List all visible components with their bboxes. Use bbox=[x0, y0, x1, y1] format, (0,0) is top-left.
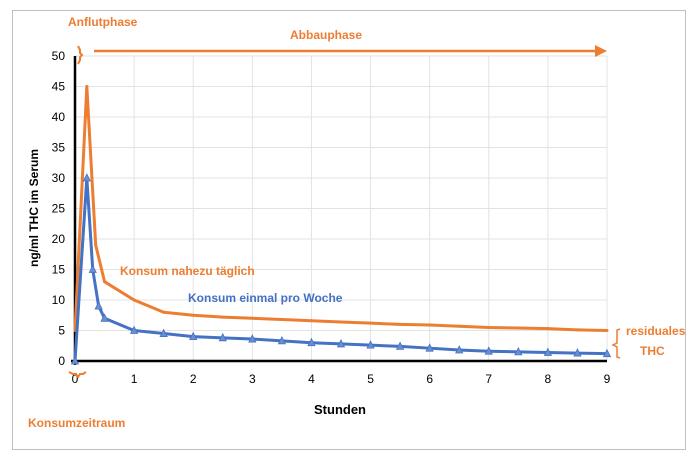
data-point bbox=[309, 319, 313, 323]
data-point bbox=[457, 324, 461, 328]
data-point bbox=[484, 346, 493, 355]
x-tick-label: 5 bbox=[367, 372, 374, 386]
x-tick-label: 8 bbox=[545, 372, 552, 386]
y-tick-label: 20 bbox=[52, 232, 66, 246]
data-point bbox=[248, 334, 257, 343]
data-point bbox=[191, 313, 195, 317]
y-tick-label: 40 bbox=[52, 110, 66, 124]
y-tick-label: 30 bbox=[52, 171, 66, 185]
data-point bbox=[336, 339, 346, 348]
data-point bbox=[573, 348, 582, 357]
x-tick-label: 4 bbox=[308, 372, 315, 386]
y-tick-label: 45 bbox=[52, 80, 66, 94]
x-axis-label: Stunden bbox=[314, 402, 366, 417]
data-point bbox=[546, 327, 550, 331]
data-point bbox=[88, 264, 97, 273]
data-point bbox=[280, 318, 284, 322]
y-tick-label: 5 bbox=[58, 324, 65, 338]
data-point bbox=[94, 243, 98, 247]
data-point bbox=[366, 340, 375, 349]
x-tick-label: 2 bbox=[190, 372, 197, 386]
data-point bbox=[94, 301, 103, 310]
y-tick-label: 15 bbox=[52, 263, 66, 277]
y-tick-label: 10 bbox=[52, 293, 66, 307]
x-tick-label: 1 bbox=[131, 372, 138, 386]
axes bbox=[71, 56, 607, 365]
series-line-1 bbox=[73, 176, 608, 362]
series-lines bbox=[70, 85, 612, 365]
residual-bracket bbox=[611, 328, 621, 359]
data-point bbox=[339, 320, 343, 324]
data-point bbox=[103, 280, 107, 284]
data-point bbox=[602, 348, 612, 358]
konsumzeitraum-bracket bbox=[68, 371, 87, 379]
data-point bbox=[189, 331, 198, 341]
data-point bbox=[428, 323, 432, 327]
data-point bbox=[162, 310, 166, 314]
data-point bbox=[455, 345, 464, 354]
x-tick-label: 7 bbox=[485, 372, 492, 386]
data-point bbox=[82, 173, 91, 182]
x-tick-label: 6 bbox=[426, 372, 433, 386]
anflut-bracket bbox=[77, 45, 84, 65]
y-axis-label: ng/ml THC im Serum bbox=[27, 149, 41, 267]
data-point bbox=[85, 85, 89, 88]
data-point bbox=[132, 298, 136, 302]
data-point bbox=[605, 329, 609, 332]
data-point bbox=[100, 313, 109, 322]
x-tick-label: 3 bbox=[249, 372, 256, 386]
series-label-taeglich: Konsum nahezu täglich bbox=[120, 264, 255, 278]
data-point bbox=[425, 343, 434, 352]
data-point bbox=[129, 325, 139, 334]
residuales-thc-label: THC bbox=[640, 344, 665, 358]
data-point bbox=[543, 347, 553, 356]
data-point bbox=[307, 337, 316, 347]
data-point bbox=[487, 325, 491, 329]
data-point bbox=[159, 328, 168, 337]
abbauphase-arrow bbox=[94, 45, 607, 57]
abbauphase-label: Abbauphase bbox=[290, 28, 362, 42]
data-point bbox=[516, 326, 520, 330]
series-label-woche: Konsum einmal pro Woche bbox=[188, 291, 343, 305]
data-point bbox=[218, 332, 227, 342]
data-point bbox=[575, 328, 579, 332]
x-tick-label: 0 bbox=[72, 372, 79, 386]
chart-frame bbox=[12, 10, 686, 450]
y-tick-label: 0 bbox=[58, 354, 65, 368]
anflutphase-label: Anflutphase bbox=[68, 15, 138, 29]
data-point bbox=[221, 315, 225, 319]
data-point bbox=[250, 316, 254, 320]
konsumzeitraum-label: Konsumzeitraum bbox=[28, 416, 125, 430]
grid-lines bbox=[74, 55, 608, 362]
data-point bbox=[369, 321, 373, 325]
y-tick-label: 50 bbox=[52, 49, 66, 63]
residuales-label: residuales bbox=[626, 324, 686, 338]
y-tick-label: 35 bbox=[52, 141, 66, 155]
data-point bbox=[277, 335, 287, 345]
data-point bbox=[398, 322, 402, 326]
data-point bbox=[70, 356, 80, 365]
data-point bbox=[395, 341, 405, 350]
data-point bbox=[514, 346, 523, 356]
x-tick-label: 9 bbox=[604, 372, 611, 386]
y-tick-label: 25 bbox=[52, 202, 66, 216]
